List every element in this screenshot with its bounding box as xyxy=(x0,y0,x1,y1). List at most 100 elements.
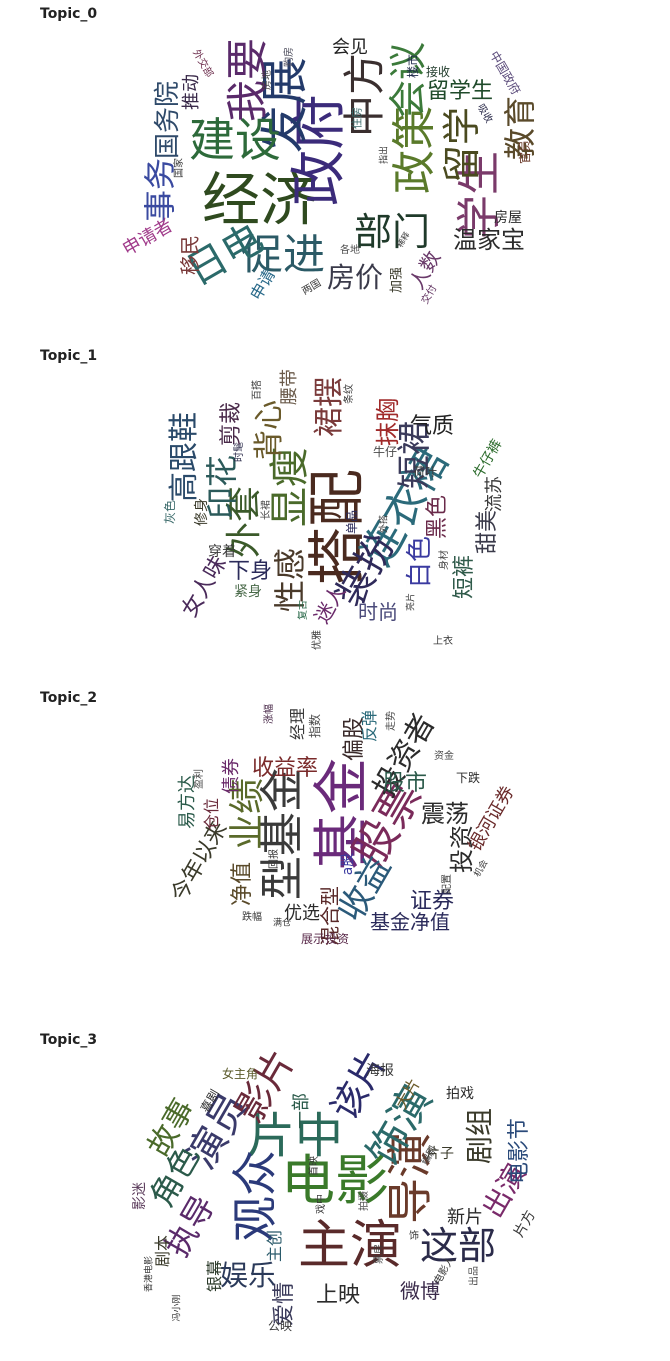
cloud-word: 亮片 xyxy=(406,592,417,612)
cloud-word: 楼市 xyxy=(406,53,420,79)
cloud-word: 会见 xyxy=(332,37,368,58)
cloud-word: 优雅 xyxy=(312,630,323,650)
cloud-word: 促进 xyxy=(240,230,326,279)
cloud-word: 外搭 xyxy=(379,514,390,534)
cloud-word: 单品 xyxy=(345,509,359,535)
cloud-word: 配置 xyxy=(442,874,453,894)
cloud-word: 牛仔 xyxy=(372,445,398,459)
cloud-word: 微博 xyxy=(400,1279,440,1303)
cloud-word: 票房 xyxy=(374,1244,385,1264)
cloud-word: 观众 xyxy=(228,1150,282,1242)
cloud-word: 公映 xyxy=(267,1319,293,1333)
cloud-word: 人数 xyxy=(404,246,446,294)
cloud-word: 投资 xyxy=(448,825,476,873)
cloud-word: 剧组 xyxy=(463,1107,496,1165)
cloud-word: 建设 xyxy=(189,113,281,167)
cloud-word: 申请者 xyxy=(119,214,177,261)
cloud-word: 指出 xyxy=(379,145,390,165)
cloud-word: 温家宝 xyxy=(453,226,525,254)
cloud-word: 满仓 xyxy=(272,918,292,929)
cloud-word: 荷叶 xyxy=(412,465,438,479)
cloud-word: 饰 xyxy=(409,1231,419,1242)
cloud-word: 两国 xyxy=(300,277,324,298)
cloud-word: 片子 xyxy=(426,1146,454,1162)
cloud-word: 紧身 xyxy=(234,584,262,600)
cloud-word: 一部 xyxy=(291,1093,312,1129)
cloud-word: 推动 xyxy=(181,74,202,110)
cloud-word: 走势 xyxy=(386,711,397,731)
cloud-word: 反弹 xyxy=(360,709,379,743)
cloud-word: 主创 xyxy=(265,1229,284,1263)
topic-title: Topic_3 xyxy=(40,1032,98,1048)
cloud-word: 房价 xyxy=(326,261,384,294)
cloud-word: 今年以来 xyxy=(166,817,233,907)
cloud-word: 机会 xyxy=(472,858,491,880)
cloud-word: 净值 xyxy=(230,861,255,907)
cloud-word: 首映 xyxy=(309,1156,320,1176)
cloud-word: 房屋 xyxy=(494,210,522,226)
topic-title: Topic_1 xyxy=(40,348,98,364)
cloud-word: 震荡 xyxy=(421,800,469,828)
cloud-word: 收益率 xyxy=(251,756,319,781)
word-cloud: 电影 主演 片中 观众 导演 饰演 演员 影片 这部 该片 角色 故事 执导 出演 剧组 电影节 娱乐 上映 爱情微… xyxy=(0,1026,670,1361)
cloud-word: 债券 xyxy=(221,758,242,794)
topic-panel-0: Topic_0 经济 政府 发展 建设 促进 政策 中方 会议 我要 学生 留学 日电 部门 教育 事务 国务院… xyxy=(0,0,670,335)
cloud-word: 时尚 xyxy=(358,600,398,624)
cloud-word: 涨幅 xyxy=(264,704,275,724)
topic-panel-3: Topic_3 电影 主演 片中 观众 导演 饰演 演员 影片 这部 该片 角色 故事 执导 出演 剧组 电影节… xyxy=(0,1026,670,1361)
cloud-word: 牛仔裤 xyxy=(470,436,506,482)
cloud-word: 片中 xyxy=(246,1108,344,1164)
cloud-word: 复古 xyxy=(298,600,309,620)
cloud-word: 电影节 xyxy=(507,1117,532,1185)
cloud-word: 修身 xyxy=(194,498,210,526)
cloud-word: 经理 xyxy=(288,707,307,741)
cloud-word: 盈利 xyxy=(194,769,205,789)
cloud-word: 戏中 xyxy=(316,1194,327,1214)
cloud-word: 部门 xyxy=(353,210,431,254)
cloud-word: 背心 xyxy=(252,400,287,460)
word-cloud: 基金 股票 型基金 投资者 业绩 收益 偏股 收益率 股市 震荡 银河证券 投资 证券 基金净值 混合型 优选… xyxy=(0,684,670,1019)
cloud-word: 官员 xyxy=(518,139,532,165)
cloud-word: 接收 xyxy=(425,65,451,79)
cloud-word: 裙摆 xyxy=(312,377,347,437)
cloud-word: 购房 xyxy=(284,47,295,67)
cloud-word: 腰带 xyxy=(279,369,300,405)
cloud-word: 娱乐 xyxy=(219,1259,277,1292)
topic-panel-1: Topic_1 搭配 连衣裙 显瘦 装扮 外套 印花 短裙 高跟鞋 背心 性感 裙摆 抹胸 气质 白色 黑色甜… xyxy=(0,342,670,677)
cloud-word: 加强 xyxy=(389,266,405,294)
cloud-word: 股市 xyxy=(382,771,428,796)
cloud-word: 留学 xyxy=(440,106,484,184)
cloud-word: 优选 xyxy=(284,903,320,924)
cloud-word: 白色 xyxy=(405,535,435,589)
cloud-word: a股 xyxy=(340,852,356,876)
cloud-word: 出品 xyxy=(469,1266,480,1286)
cloud-word: 印花 xyxy=(203,454,241,520)
cloud-word: 基金净值 xyxy=(370,910,450,934)
cloud-word: 影迷 xyxy=(132,1182,148,1210)
cloud-word: 银幕 xyxy=(205,1259,224,1293)
cloud-word: 百搭 xyxy=(252,380,263,400)
cloud-word: 身材 xyxy=(439,550,450,570)
cloud-word: 国家 xyxy=(174,158,185,178)
cloud-word: 跌幅 xyxy=(242,912,262,923)
cloud-word: 事务 xyxy=(141,157,179,223)
cloud-word: 指数 xyxy=(308,713,322,739)
cloud-word: 各地 xyxy=(340,245,360,256)
cloud-word: 下跌 xyxy=(455,771,481,785)
cloud-word: 房地 xyxy=(262,70,273,90)
topic-title: Topic_0 xyxy=(40,6,98,22)
word-cloud: 经济 政府 发展 建设 促进 政策 中方 会议 我要 学生 留学 日电 部门 教育 事务 国务院 房价 温家宝 留学… xyxy=(0,0,670,335)
cloud-word: 时髦 xyxy=(234,442,245,462)
cloud-word: 剪裁 xyxy=(219,401,244,447)
cloud-word: 女主角 xyxy=(221,1067,259,1081)
cloud-word: 黑色 xyxy=(425,494,450,540)
cloud-word: 长裙 xyxy=(261,500,272,520)
cloud-word: 条纹 xyxy=(344,384,355,404)
cloud-word: 政策 xyxy=(389,106,440,194)
cloud-word: 回报 xyxy=(269,849,280,869)
cloud-word: 拍戏 xyxy=(446,1086,474,1102)
cloud-word: 这部 xyxy=(419,1224,497,1268)
cloud-word: 拍摄 xyxy=(359,1191,370,1211)
cloud-word: 穿着 xyxy=(208,544,236,560)
cloud-word: 短裤 xyxy=(452,554,477,600)
